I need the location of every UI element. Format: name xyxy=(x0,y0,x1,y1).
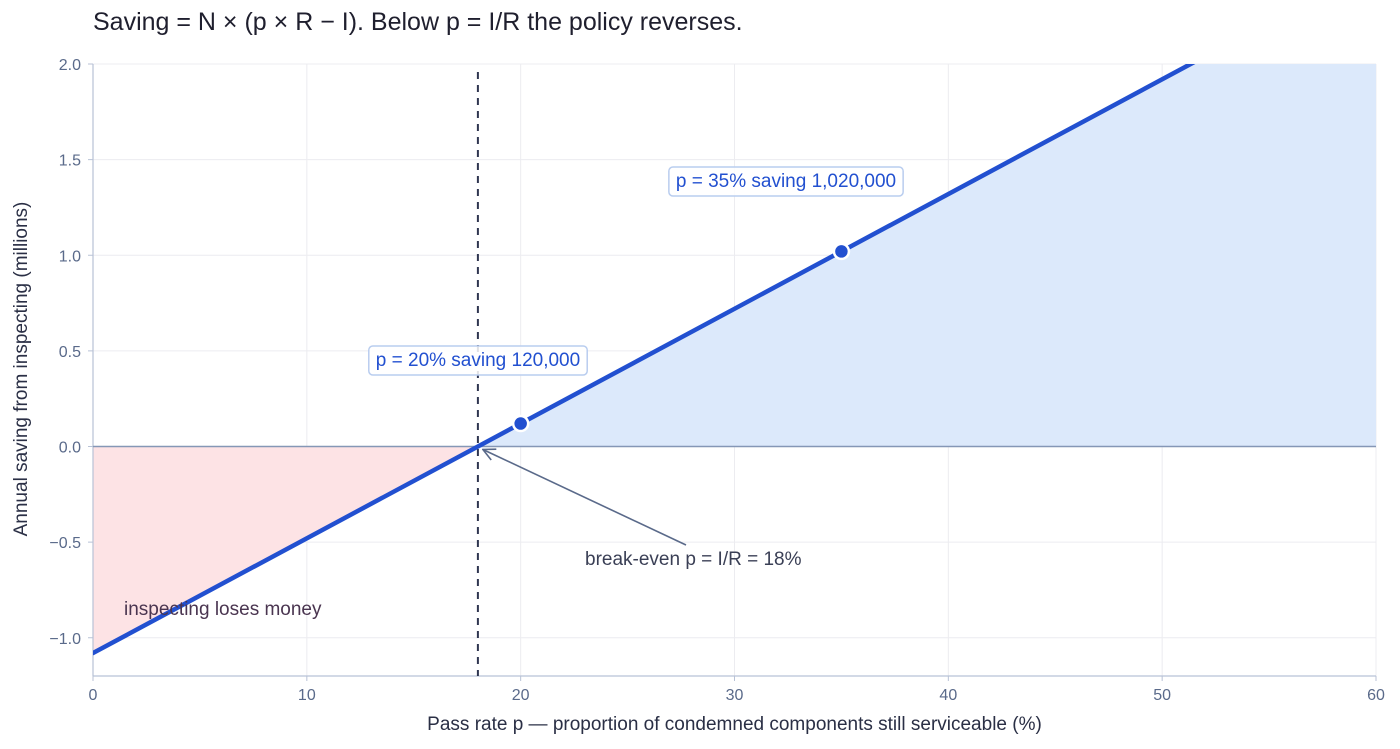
point-label-35-box xyxy=(668,166,904,197)
x-tick-label: 20 xyxy=(512,687,530,704)
gain-region xyxy=(477,64,1376,447)
y-tick-label: −0.5 xyxy=(49,535,81,552)
break-even-arrow xyxy=(483,450,687,546)
x-tick-label: 30 xyxy=(726,687,744,704)
point-label-20-text: p = 20% saving 120,000 xyxy=(376,350,580,371)
chart-title: Saving = N × (p × R − I). Below p = I/R … xyxy=(93,8,743,36)
x-tick-label: 0 xyxy=(89,687,98,704)
x-tick-label: 50 xyxy=(1153,687,1171,704)
x-axis-label: Pass rate p — proportion of condemned co… xyxy=(427,714,1042,735)
axes: 0 10 20 30 40 50 60 −1.0 −0.5 0.0 0.5 1.0 1.5 2.0 xyxy=(49,57,1385,704)
y-tick-label: −1.0 xyxy=(49,631,81,648)
y-tick-label: 0.0 xyxy=(59,440,81,457)
point-label-35-text: p = 35% saving 1,020,000 xyxy=(676,171,896,192)
point-label-35: p = 35% saving 1,020,000 xyxy=(668,166,904,197)
point-label-20: p = 20% saving 120,000 xyxy=(368,345,588,376)
saving-line xyxy=(93,64,1196,656)
y-tick-label: 1.0 xyxy=(59,248,81,265)
y-tick-label: 1.5 xyxy=(59,153,81,170)
x-tick-label: 40 xyxy=(939,687,957,704)
y-axis-label: Annual saving from inspecting (millions) xyxy=(11,202,32,537)
x-tick-label: 10 xyxy=(298,687,316,704)
point-label-20-box xyxy=(368,345,588,376)
break-even-label: break-even p = I/R = 18% xyxy=(585,549,802,570)
y-tick-label: 0.5 xyxy=(59,344,81,361)
data-point xyxy=(832,242,851,261)
data-point xyxy=(511,414,530,433)
annotations: p = 20% saving 120,000 p = 35% saving 1,0… xyxy=(124,166,904,620)
loss-region-label: inspecting loses money xyxy=(124,599,322,620)
x-tick-label: 60 xyxy=(1367,687,1385,704)
y-tick-label: 2.0 xyxy=(59,57,81,74)
